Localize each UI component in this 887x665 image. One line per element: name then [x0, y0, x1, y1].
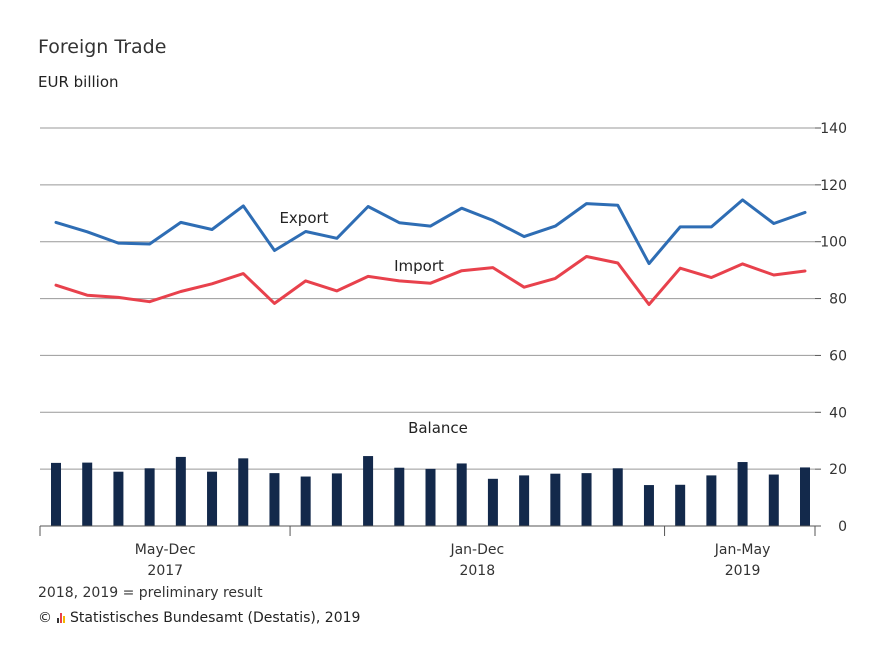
y-tick-label-120: 120	[820, 178, 847, 194]
copyright-symbol: ©	[38, 610, 52, 626]
balance-bar-2017-10	[207, 471, 218, 526]
x-group-label-2018: Jan-Dec	[449, 542, 504, 558]
balance-bar-2017-12	[269, 473, 280, 526]
chart-title: Foreign Trade	[38, 36, 167, 58]
y-tick-label-20: 20	[829, 462, 847, 478]
y-tick-label-0: 0	[838, 519, 847, 535]
y-tick-label-80: 80	[829, 292, 847, 308]
export-series-label: Export	[279, 209, 328, 227]
balance-bar-2018-08	[519, 475, 530, 526]
balance-bar-2018-11	[612, 468, 623, 526]
y-tick-label-40: 40	[829, 405, 847, 421]
balance-bar-2017-05	[51, 462, 61, 526]
y-tick-label-140: 140	[820, 121, 847, 137]
x-group-year-2018: 2018	[459, 563, 495, 579]
balance-bar-2018-05	[425, 468, 436, 526]
balance-bar-2018-04	[394, 467, 405, 526]
balance-bar-2019-01	[675, 484, 686, 526]
balance-bar-2018-03	[363, 456, 374, 526]
y-tick-label-60: 60	[829, 348, 847, 364]
y-tick-label-100: 100	[820, 235, 847, 251]
x-group-year-2017: 2017	[147, 563, 183, 579]
foreign-trade-chart: 0 20 40 60 80 100 120 140 May-Dec 2017 Jan-Dec 2018…	[39, 121, 847, 579]
source-text: Statistisches Bundesamt (Destatis), 2019	[70, 610, 361, 626]
balance-bar-2018-12	[643, 485, 654, 526]
import-series-label: Import	[394, 257, 444, 275]
balance-bar-2019-05	[800, 467, 810, 526]
balance-bar-2019-04	[768, 474, 779, 526]
balance-series-label: Balance	[408, 419, 468, 437]
balance-bar-2018-10	[581, 473, 592, 526]
x-group-year-2019: 2019	[725, 563, 761, 579]
balance-bar-2018-06	[456, 463, 467, 526]
destatis-logo-icon	[57, 613, 65, 623]
footnote: 2018, 2019 = preliminary result	[38, 585, 263, 601]
balance-bar-2017-07	[113, 471, 124, 526]
x-group-label-2019: Jan-May	[714, 542, 771, 558]
source-line: © Statistisches Bundesamt (Destatis), 20…	[38, 610, 360, 626]
balance-bar-2017-06	[82, 462, 93, 526]
balance-bar-2018-09	[550, 473, 561, 526]
x-group-label-2017: May-Dec	[135, 542, 196, 558]
balance-bar-2017-08	[144, 468, 155, 526]
balance-bar-2018-02	[331, 473, 342, 526]
balance-bar-2018-01	[300, 476, 311, 526]
balance-bar-2018-07	[487, 478, 498, 526]
balance-bar-2019-02	[706, 475, 717, 526]
balance-bar-2019-03	[737, 462, 748, 526]
balance-bar-2017-09	[175, 456, 186, 526]
balance-bar-2017-11	[238, 458, 249, 526]
chart-unit-label: EUR billion	[38, 73, 119, 91]
export-line	[54, 198, 807, 266]
